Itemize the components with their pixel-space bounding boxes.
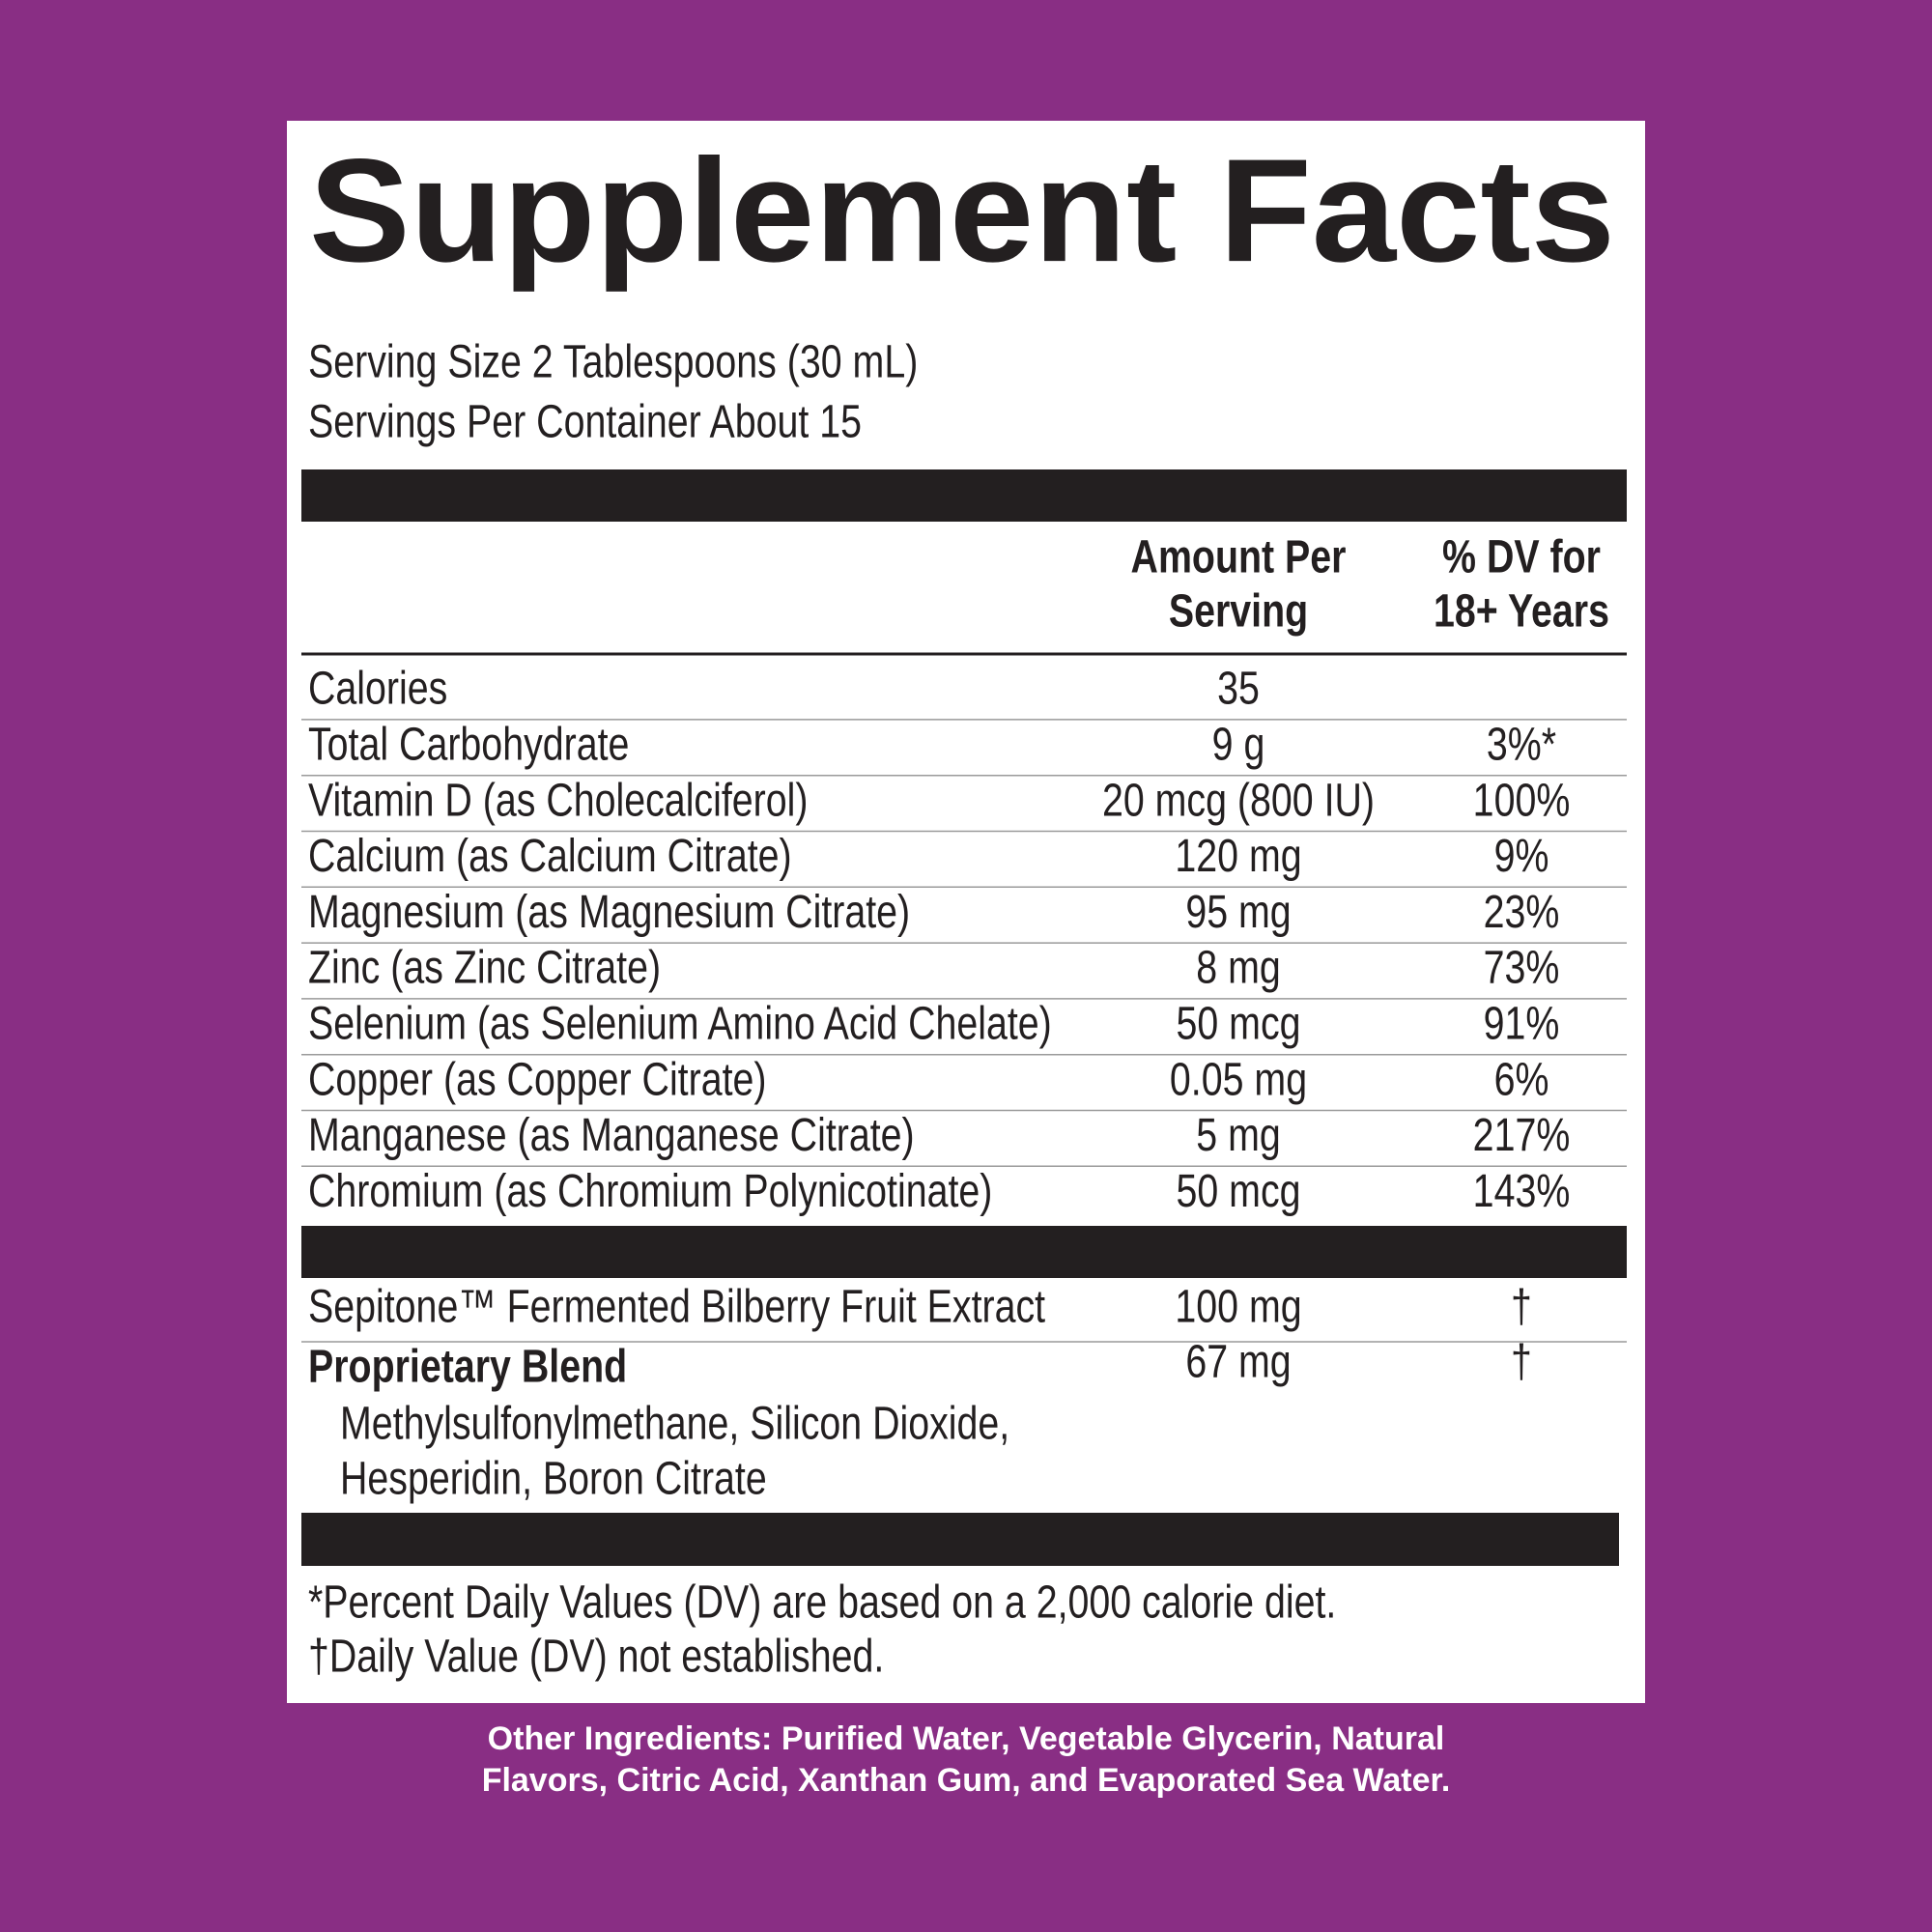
row-value: 0.05 mg: [1170, 1054, 1307, 1106]
row-name: Manganese (as Manganese Citrate): [308, 1109, 915, 1161]
row-name: Calcium (as Calcium Citrate): [308, 830, 792, 882]
blend-dv: †: [1511, 1336, 1532, 1388]
row-name: Chromium (as Chromium Polynicotinate): [308, 1165, 992, 1217]
servings-per-container: Servings Per Container About 15: [308, 396, 862, 448]
row-name: Copper (as Copper Citrate): [308, 1054, 767, 1106]
row-name: Zinc (as Zinc Citrate): [308, 942, 661, 994]
row-value: 120 mg: [1175, 830, 1301, 882]
blend-amount: 67 mg: [1185, 1336, 1291, 1388]
column-header: Serving: [1169, 585, 1308, 638]
row-value: 143%: [1473, 1165, 1571, 1217]
row-value: 100%: [1473, 775, 1571, 827]
row-value: 5 mg: [1196, 1109, 1280, 1161]
row-value: 3%*: [1487, 719, 1556, 771]
other-ingredients: Other Ingredients: Purified Water, Veget…: [488, 1720, 1445, 1757]
blend-ingredients: Hesperidin, Boron Citrate: [340, 1453, 767, 1505]
row-value: 50 mcg: [1176, 1165, 1300, 1217]
row-name: Selenium (as Selenium Amino Acid Chelate…: [308, 998, 1052, 1050]
row-value: 100 mg: [1175, 1281, 1301, 1333]
footnote: *Percent Daily Values (DV) are based on …: [308, 1577, 1336, 1629]
row-name: Sepitone™ Fermented Bilberry Fruit Extra…: [308, 1281, 1045, 1333]
row-value: 9%: [1494, 830, 1549, 882]
row-value: 9 g: [1212, 719, 1265, 771]
divider-bar: [301, 469, 1627, 522]
blend-ingredients: Methylsulfonylmethane, Silicon Dioxide,: [340, 1398, 1009, 1450]
column-header: Amount Per: [1131, 531, 1347, 583]
divider-bar: [301, 1226, 1627, 1278]
footnote: †Daily Value (DV) not established.: [308, 1631, 884, 1683]
row-value: 95 mg: [1185, 886, 1291, 938]
facts-panel: [287, 121, 1645, 1703]
row-name: Calories: [308, 663, 447, 715]
column-header: 18+ Years: [1434, 585, 1609, 638]
row-value: 217%: [1473, 1109, 1571, 1161]
divider-bar: [301, 1513, 1619, 1566]
row-name: Vitamin D (as Cholecalciferol): [308, 775, 808, 827]
other-ingredients: Flavors, Citric Acid, Xanthan Gum, and E…: [482, 1762, 1451, 1799]
row-value: 73%: [1484, 942, 1560, 994]
serving-size: Serving Size 2 Tablespoons (30 mL): [308, 336, 918, 388]
row-value: 50 mcg: [1176, 998, 1300, 1050]
row-name: Total Carbohydrate: [308, 719, 629, 771]
row-value: 20 mcg (800 IU): [1102, 775, 1375, 827]
blend-name: Proprietary Blend: [308, 1341, 627, 1393]
row-value: 35: [1217, 663, 1260, 715]
row-value: 23%: [1484, 886, 1560, 938]
row-value: 91%: [1484, 998, 1560, 1050]
row-value: †: [1511, 1281, 1532, 1333]
title: Supplement Facts: [309, 128, 1615, 293]
row-value: 6%: [1494, 1054, 1549, 1106]
row-name: Magnesium (as Magnesium Citrate): [308, 886, 910, 938]
row-value: 8 mg: [1196, 942, 1280, 994]
column-header: % DV for: [1442, 531, 1601, 583]
